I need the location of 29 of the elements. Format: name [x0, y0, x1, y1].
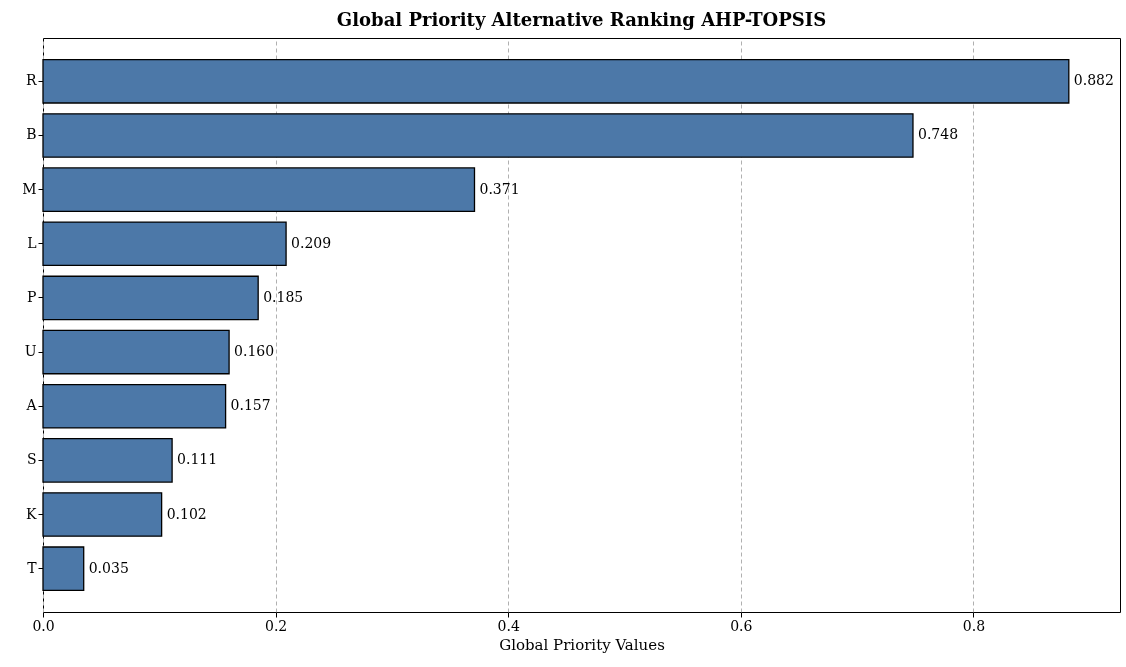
bar — [42, 438, 173, 483]
y-tick-label: L — [27, 234, 37, 251]
y-tick-label: P — [27, 288, 37, 305]
y-tick-label: R — [25, 72, 37, 89]
bar — [42, 221, 287, 267]
x-tick-label: 0.4 — [497, 617, 520, 634]
data-label: 0.111 — [177, 451, 218, 468]
y-tick-label: S — [26, 451, 37, 468]
y-tick-label: B — [26, 126, 37, 143]
y-tick-label: M — [22, 180, 37, 197]
x-tick-label: 0.2 — [264, 617, 288, 634]
chart-title: Global Priority Alternative Ranking AHP-TOPSIS — [336, 9, 827, 30]
data-label: 0.035 — [88, 559, 129, 576]
x-tick-label: 0.8 — [962, 617, 986, 634]
y-tick-label: U — [24, 343, 37, 360]
data-label: 0.185 — [263, 288, 304, 305]
data-label: 0.102 — [166, 505, 207, 522]
y-tick-label: A — [25, 397, 38, 414]
x-axis-title: Global Priority Values — [499, 635, 665, 654]
y-tick-label: T — [27, 559, 38, 576]
data-label: 0.157 — [230, 397, 271, 414]
data-label: 0.371 — [479, 180, 520, 197]
data-label: 0.882 — [1073, 72, 1114, 89]
x-tick-label: 0.0 — [32, 617, 55, 634]
data-label: 0.748 — [917, 126, 959, 143]
data-label: 0.209 — [291, 234, 332, 251]
data-label: 0.160 — [234, 343, 275, 360]
y-tick-label: K — [26, 505, 38, 522]
x-tick-label: 0.6 — [730, 617, 753, 634]
